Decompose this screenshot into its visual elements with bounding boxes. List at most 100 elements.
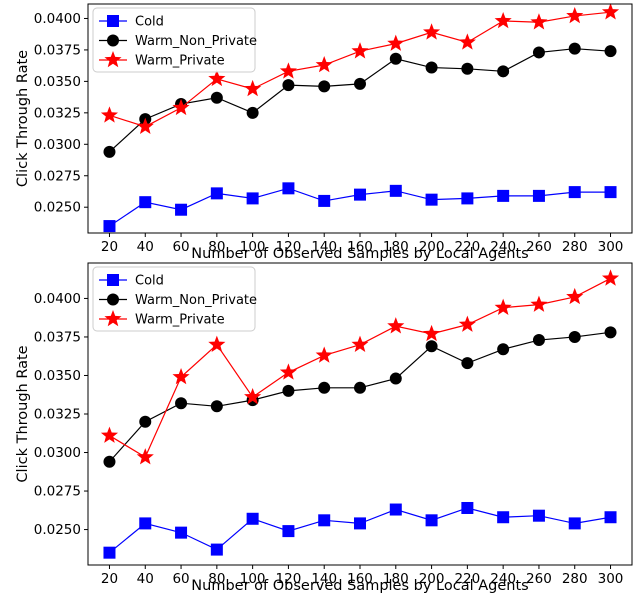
- data-point: [568, 42, 581, 55]
- data-point: [315, 346, 333, 363]
- y-tick-label: 0.0300: [34, 445, 81, 461]
- x-tick-label: 180: [383, 239, 409, 255]
- x-tick-label: 220: [454, 239, 480, 255]
- x-tick-label: 180: [383, 571, 409, 587]
- y-tick-label: 0.0400: [34, 291, 81, 307]
- data-point: [210, 400, 223, 413]
- x-tick-label: 300: [598, 239, 624, 255]
- x-tick-label: 160: [347, 239, 373, 255]
- x-tick-label: 100: [240, 571, 266, 587]
- data-point: [389, 184, 402, 197]
- data-point: [425, 193, 438, 206]
- data-point: [100, 426, 119, 443]
- data-point: [175, 526, 188, 539]
- data-point: [568, 330, 581, 343]
- data-point: [244, 79, 262, 97]
- data-point: [425, 514, 438, 527]
- data-point: [354, 517, 366, 530]
- data-point: [497, 189, 510, 202]
- x-tick-label: 200: [419, 239, 445, 255]
- data-point: [246, 512, 259, 525]
- x-tick-label: 80: [208, 571, 225, 587]
- data-point: [318, 514, 331, 527]
- series-warm-non-private: [103, 326, 617, 468]
- data-point: [318, 80, 331, 93]
- data-point: [604, 511, 617, 524]
- legend-entry: Warm_Non_Private: [135, 293, 257, 308]
- series-cold: [103, 501, 617, 559]
- data-point: [246, 106, 259, 119]
- data-point: [425, 340, 438, 353]
- x-tick-label: 220: [454, 571, 480, 587]
- x-axis-label: Number of Observed Samples by Local Agen…: [191, 246, 528, 262]
- y-tick-label: 0.0400: [34, 11, 81, 27]
- x-tick-label: 40: [137, 239, 154, 255]
- data-point: [139, 517, 152, 530]
- data-point: [210, 187, 223, 200]
- data-point: [387, 34, 405, 51]
- x-tick-label: 100: [240, 239, 266, 255]
- legend: Cold Warm_Non_Private Warm_Private: [92, 266, 257, 332]
- data-point: [497, 65, 510, 78]
- data-point: [461, 192, 474, 205]
- legend-entry: Warm_Non_Private: [135, 34, 257, 49]
- data-point: [530, 295, 548, 312]
- data-point: [208, 69, 226, 87]
- data-point: [136, 117, 154, 134]
- data-point: [282, 525, 295, 538]
- legend: Cold Warm_Non_Private Warm_Private: [92, 7, 257, 73]
- data-point: [532, 334, 545, 347]
- x-tick-label: 240: [490, 239, 516, 255]
- x-tick-label: 20: [101, 239, 118, 255]
- data-point: [103, 455, 116, 468]
- data-point: [354, 381, 366, 394]
- x-tick-label: 120: [276, 239, 302, 255]
- y-tick-label: 0.0275: [34, 168, 81, 184]
- x-tick-label: 60: [172, 239, 189, 255]
- data-point: [139, 196, 152, 209]
- chart-panel-2: 0.0250 0.0275 0.0300 0.0325 0.0350 0.0375 0.04…: [15, 262, 633, 594]
- data-point: [461, 501, 474, 514]
- data-point: [318, 194, 331, 207]
- y-tick-label: 0.0375: [34, 329, 81, 345]
- x-tick-label: 200: [419, 571, 445, 587]
- x-tick-label: 20: [101, 571, 118, 587]
- data-point: [532, 46, 545, 59]
- legend-entry: Cold: [135, 15, 164, 30]
- y-tick-label: 0.0350: [34, 74, 81, 90]
- y-axis-label: Click Through Rate: [15, 345, 31, 482]
- legend-box: [92, 7, 256, 73]
- data-point: [568, 186, 581, 199]
- data-point: [103, 145, 116, 158]
- data-point: [532, 509, 545, 522]
- data-point: [315, 56, 333, 73]
- data-point: [458, 33, 476, 50]
- x-tick-label: 300: [598, 571, 624, 587]
- data-point: [282, 182, 295, 195]
- x-tick-label: 160: [347, 571, 373, 587]
- x-tick-label: 260: [526, 239, 552, 255]
- data-point: [568, 517, 581, 530]
- data-point: [604, 186, 617, 199]
- y-tick-label: 0.0375: [34, 42, 81, 58]
- data-point: [461, 62, 474, 75]
- series-warm-private: [100, 269, 620, 465]
- data-point: [103, 546, 116, 559]
- data-point: [351, 335, 369, 352]
- chart-panel-1: 0.0250 0.0275 0.0300 0.0325 0.0350 0.0375 0.04…: [15, 3, 633, 262]
- data-point: [351, 42, 369, 59]
- data-point: [566, 6, 584, 24]
- y-tick-label: 0.0250: [34, 200, 81, 216]
- data-point: [172, 98, 190, 116]
- y-tick-label: 0.0350: [34, 368, 81, 384]
- x-tick-label: 80: [208, 239, 225, 255]
- data-point: [601, 3, 620, 20]
- x-tick-label: 40: [137, 571, 154, 587]
- data-point: [423, 324, 441, 342]
- data-point: [389, 372, 402, 385]
- series-line: [109, 331, 611, 463]
- legend-box: [92, 266, 256, 332]
- data-point: [100, 106, 119, 123]
- data-point: [246, 192, 259, 205]
- series-cold: [103, 182, 617, 233]
